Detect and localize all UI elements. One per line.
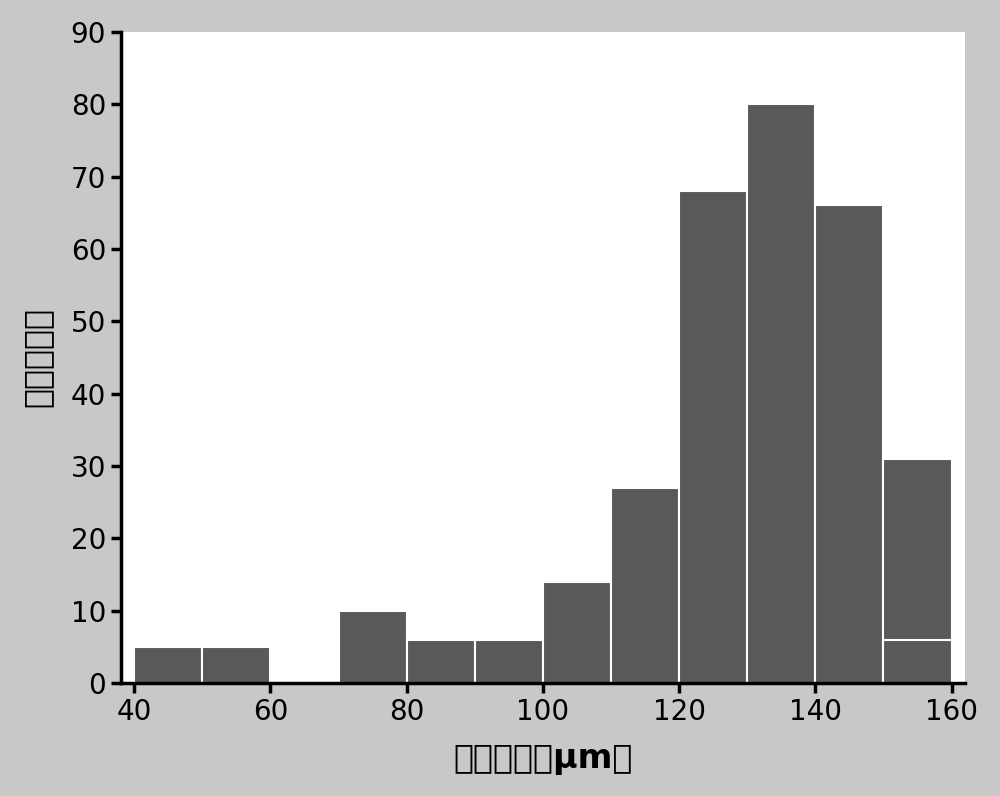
Bar	[134, 646, 202, 683]
Bar	[747, 104, 815, 683]
Y-axis label: 计数（个）: 计数（个）	[21, 307, 54, 408]
Bar	[475, 639, 543, 683]
Bar	[339, 611, 407, 683]
Bar	[202, 646, 270, 683]
Bar	[815, 205, 883, 683]
Bar	[883, 458, 952, 683]
X-axis label: 微球直径（μm）: 微球直径（μm）	[453, 742, 633, 775]
Bar	[679, 191, 747, 683]
Bar	[611, 488, 679, 683]
Bar	[883, 639, 952, 683]
Bar	[407, 639, 475, 683]
Bar	[543, 582, 611, 683]
